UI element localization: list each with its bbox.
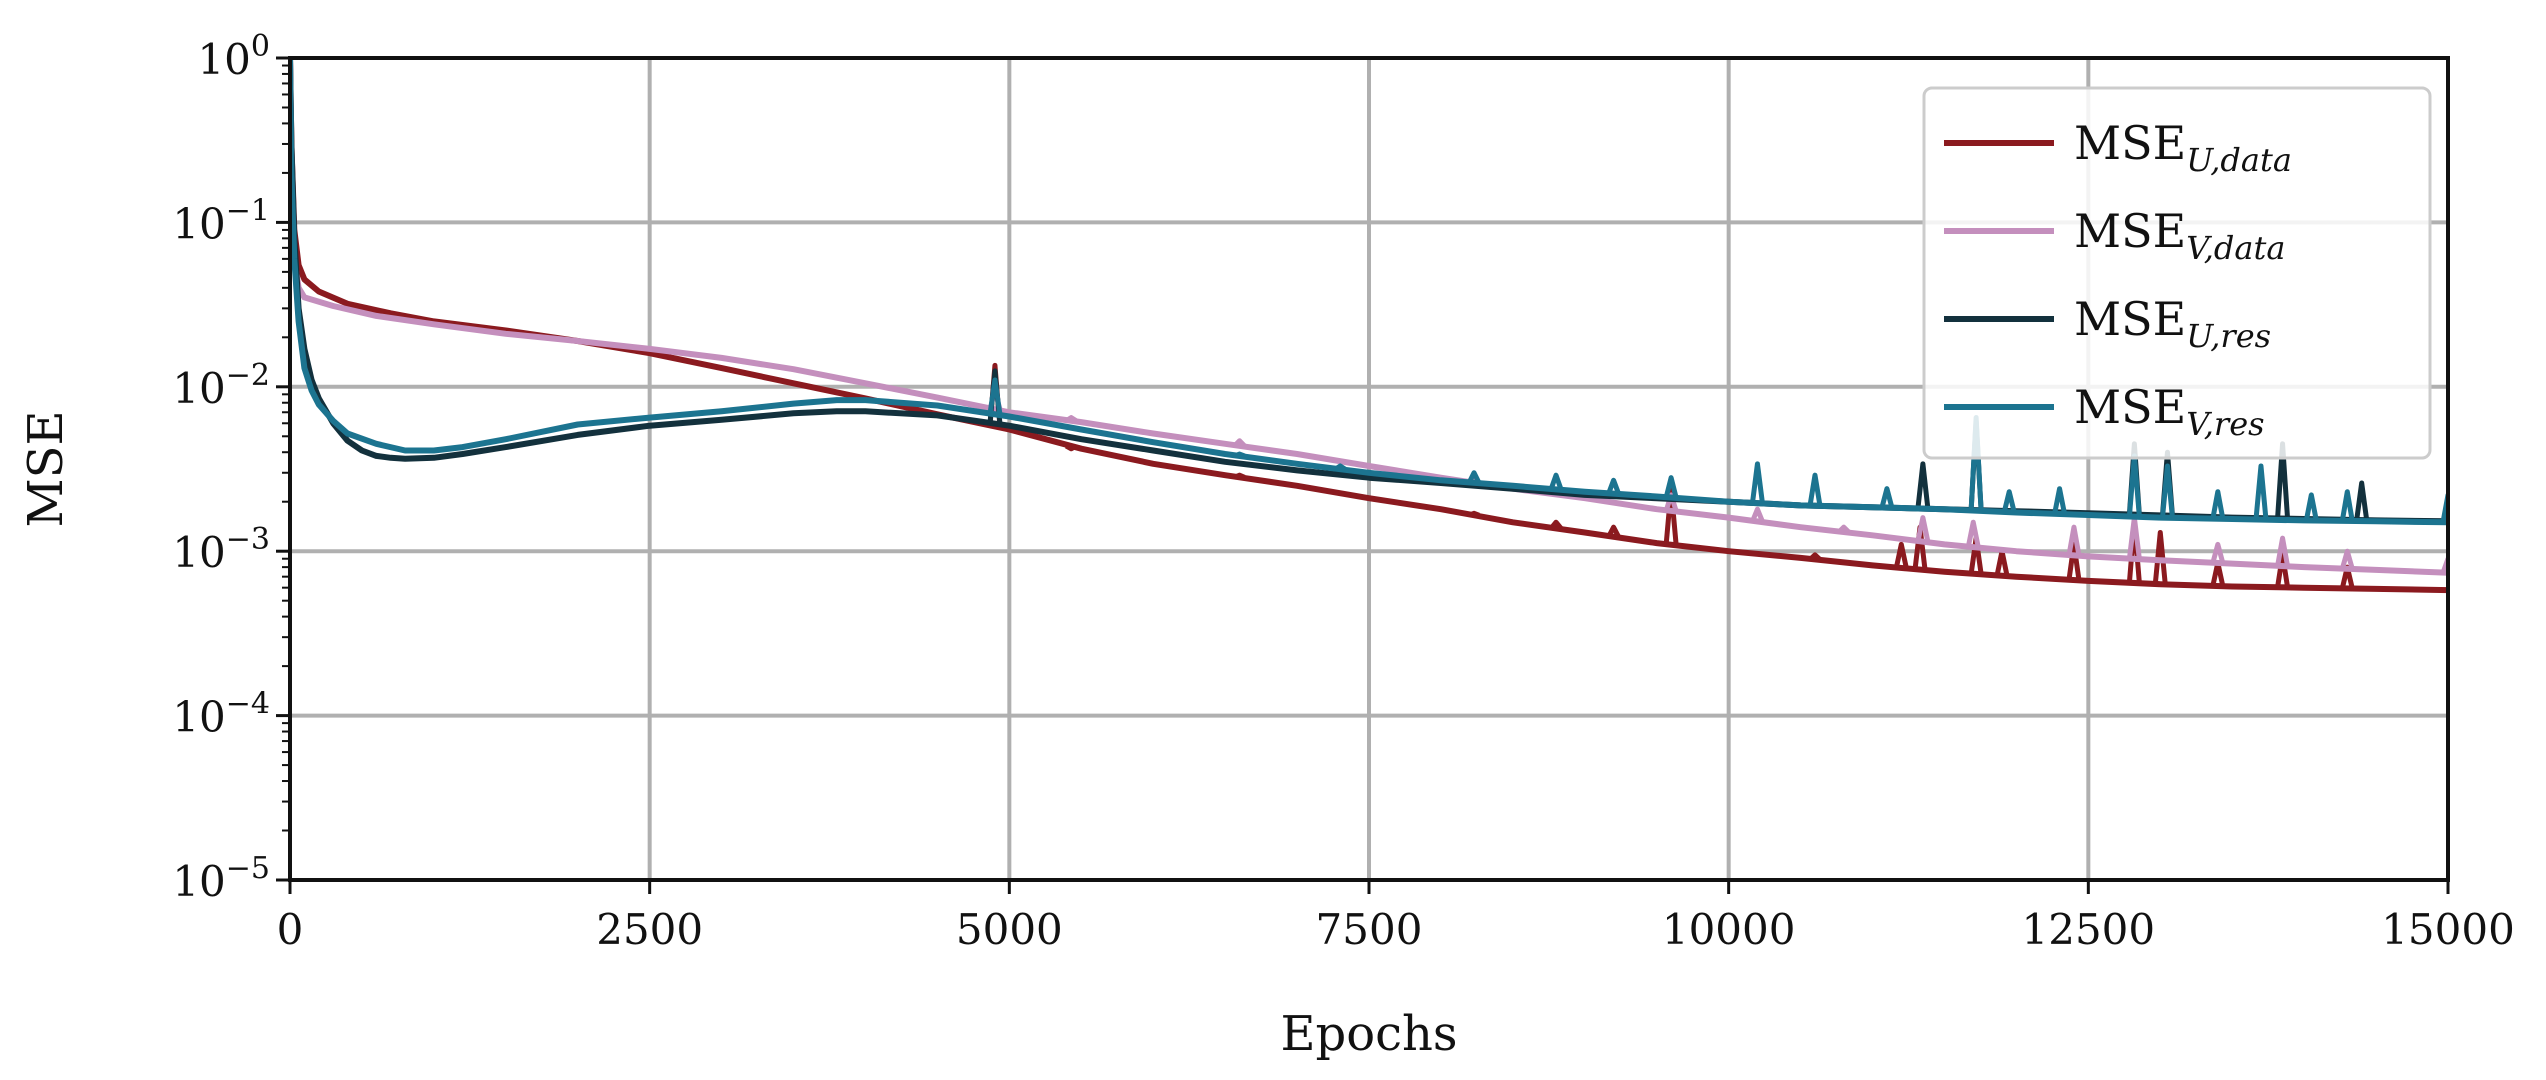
- series-spike: [2303, 492, 2319, 521]
- series-spike: [2253, 463, 2269, 520]
- legend-entry: MSEU,data: [2074, 116, 2292, 179]
- series-spike: [1065, 443, 1078, 452]
- legend-entry: MSEV,res: [2074, 380, 2265, 443]
- series-spike: [1468, 510, 1480, 518]
- series-spike: [1333, 463, 1347, 472]
- legend-box: [1922, 86, 2432, 460]
- series-spike: [1233, 451, 1246, 459]
- series-spike: [1606, 524, 1621, 538]
- axis-ticks: 0 2500 5000 7500 10000 12500 15000 100 10−1 10−2 1…: [172, 29, 2514, 954]
- series-spike: [2275, 552, 2291, 588]
- series-spike: [1663, 486, 1679, 545]
- series-V-res: [290, 58, 2448, 526]
- series-spike: [1233, 472, 1246, 480]
- series-spike: [2052, 486, 2068, 515]
- series-spike: [2339, 548, 2355, 570]
- x-axis-label: Epochs: [1280, 1006, 1457, 1062]
- series-spike: [1807, 472, 1823, 507]
- x-tick-label: 12500: [2022, 905, 2156, 954]
- series-spike: [2440, 492, 2448, 523]
- legend-entry: MSEU,res: [2074, 292, 2271, 355]
- legend-entry: MSEV,data: [2074, 204, 2285, 267]
- series-spike: [2210, 541, 2226, 564]
- x-tick-label: 7500: [1316, 905, 1423, 954]
- series-spike: [2210, 489, 2226, 520]
- series-spike: [1663, 475, 1679, 499]
- series-layer: [290, 58, 2448, 594]
- series-line: [290, 58, 2448, 576]
- series-spike: [1808, 552, 1822, 562]
- series-spike: [987, 377, 1003, 415]
- series-spike: [2152, 529, 2168, 585]
- series-V-data: [290, 58, 2448, 576]
- series-line: [290, 58, 2448, 594]
- series-spike: [1749, 461, 1765, 504]
- series-spike: [1064, 415, 1078, 423]
- series-spike: [1915, 515, 1931, 543]
- series-spike: [1879, 486, 1895, 509]
- series-spike: [1965, 519, 1981, 548]
- series-spike: [1837, 524, 1851, 534]
- series-spike: [2440, 556, 2448, 574]
- series-spike: [1232, 438, 1247, 448]
- series-spike: [2210, 560, 2226, 587]
- series-spike: [1548, 472, 1564, 491]
- series-spike: [1893, 541, 1909, 569]
- y-axis-label: MSE: [18, 410, 74, 527]
- series-spike: [2354, 480, 2370, 521]
- series-spike: [2159, 463, 2175, 519]
- y-tick-label: 10−4: [172, 687, 270, 742]
- x-tick-label: 15000: [2381, 905, 2515, 954]
- series-spike: [1606, 477, 1621, 495]
- series-spike: [2001, 489, 2017, 513]
- x-tick-label: 10000: [1662, 905, 1796, 954]
- series-spike: [2339, 489, 2355, 522]
- series-spike: [1549, 519, 1563, 530]
- series-spike: [1915, 461, 1931, 509]
- y-tick-label: 10−2: [172, 358, 270, 413]
- series-line: [290, 58, 2448, 526]
- series-spike: [1466, 470, 1482, 484]
- legend: MSEU,data MSEV,data MSEU,res MSEV,res: [1922, 86, 2432, 460]
- y-tick-label: 10−1: [172, 193, 270, 248]
- series-spike: [2066, 524, 2082, 556]
- y-tick-label: 10−5: [172, 851, 270, 906]
- series-spike: [1750, 506, 1765, 523]
- x-tick-label: 5000: [956, 905, 1063, 954]
- series-spike: [2275, 535, 2291, 567]
- y-tick-label: 100: [197, 29, 270, 84]
- series-spike: [1994, 548, 2010, 577]
- x-tick-label: 0: [277, 905, 304, 954]
- y-tick-label: 10−3: [172, 522, 270, 577]
- x-tick-label: 2500: [596, 905, 703, 954]
- series-spike: [2066, 541, 2082, 581]
